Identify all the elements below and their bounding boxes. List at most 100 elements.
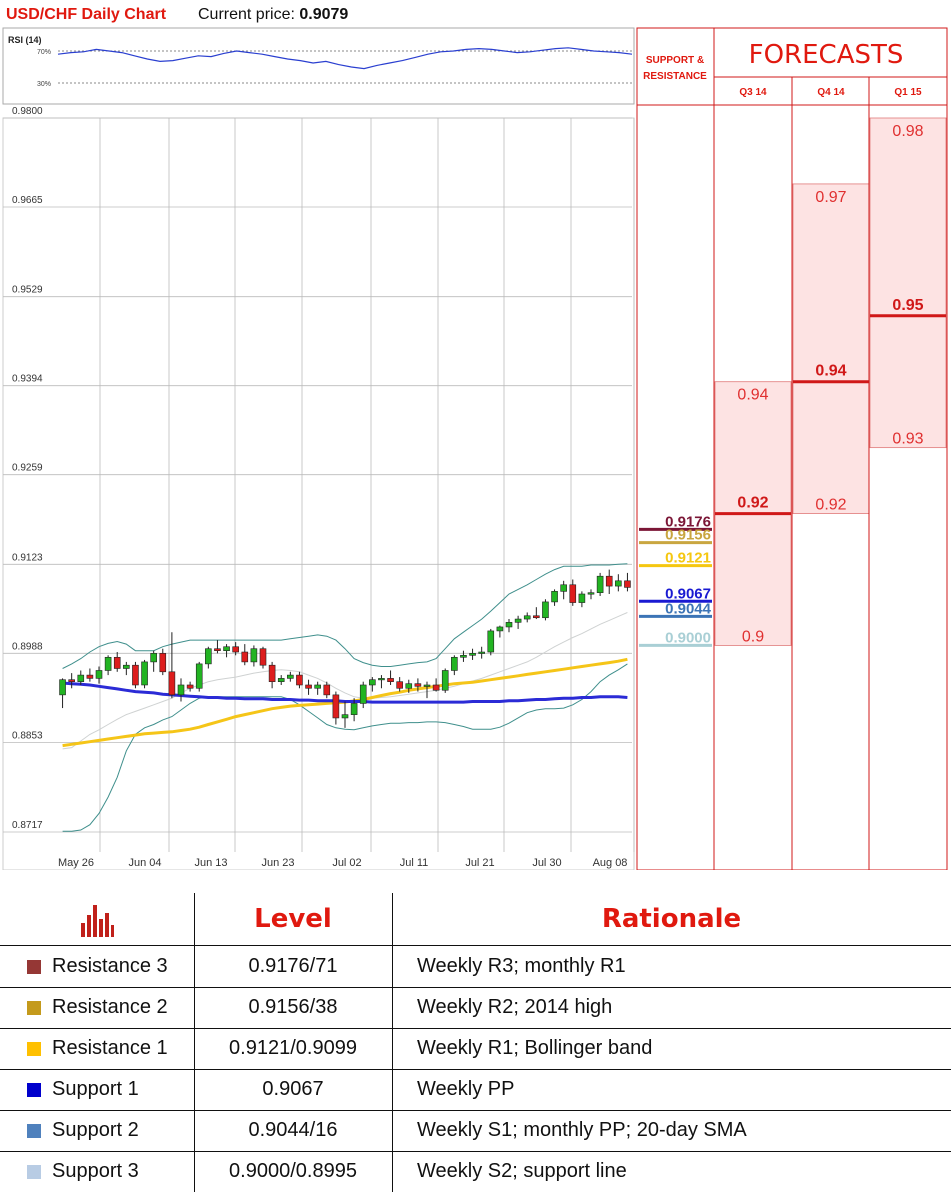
candle-body	[150, 653, 157, 663]
table-row: Support 1 0.9067 Weekly PP	[0, 1069, 951, 1111]
sr-level-label: 0.9000	[665, 629, 711, 646]
candle-body	[551, 591, 558, 603]
candle-body	[177, 684, 185, 696]
candle-body	[615, 580, 622, 587]
chart-bars-icon	[0, 893, 194, 945]
x-axis-labels: May 26 Jun 04 Jun 13 Jun 23 Jul 02 Jul 11 Jul …	[58, 857, 627, 869]
x-tick-label: Jul 02	[332, 857, 361, 869]
y-tick-label: 0.9665	[12, 195, 43, 206]
forecast-median-label: 0.92	[737, 495, 768, 512]
forecast-high-label: 0.98	[892, 123, 923, 140]
bollinger-middle	[62, 612, 628, 750]
y-tick-label: 0.9394	[12, 374, 43, 385]
candle-body	[478, 651, 485, 654]
level-value: 0.9044/16	[248, 1119, 338, 1141]
table-row: Support 2 0.9044/16 Weekly S1; monthly P…	[0, 1110, 951, 1152]
candle-body	[132, 664, 139, 686]
candle-body	[414, 683, 422, 687]
table-header-divider	[0, 945, 951, 946]
table-row: Resistance 2 0.9156/38 Weekly R2; 2014 h…	[0, 987, 951, 1029]
level-color-swatch	[27, 1042, 41, 1056]
candle-body	[423, 684, 431, 687]
candle-body	[332, 694, 340, 719]
y-tick-label: 0.8988	[12, 641, 43, 652]
forecast-low-label: 0.92	[815, 497, 846, 514]
candle-body	[141, 661, 148, 686]
forecast-median-label: 0.94	[815, 363, 846, 380]
level-color-swatch	[27, 1001, 41, 1015]
candle-body	[605, 575, 613, 587]
candle-body	[487, 630, 495, 653]
candle-body	[341, 714, 349, 719]
candle-body	[287, 674, 294, 679]
y-tick-label: 0.9123	[12, 552, 43, 563]
candle-body	[451, 656, 458, 671]
level-rationale: Weekly R1; Bollinger band	[417, 1037, 653, 1059]
table-row: Support 3 0.9000/0.8995 Weekly S2; suppo…	[0, 1151, 951, 1192]
candle-body	[68, 679, 75, 682]
table-row: Resistance 3 0.9176/71 Weekly R3; monthl…	[0, 946, 951, 988]
forecast-high-label: 0.97	[815, 189, 846, 206]
level-rationale: Weekly R2; 2014 high	[417, 996, 613, 1018]
candle-body	[441, 670, 449, 691]
candle-body	[314, 684, 321, 689]
level-value: 0.9156/38	[248, 996, 338, 1018]
price-chart-area	[2, 117, 635, 870]
forecast-quarter-label: Q4 14	[817, 87, 845, 98]
rsi-line	[57, 47, 633, 70]
candle-body	[59, 679, 66, 696]
sr-header-line2: RESISTANCE	[643, 71, 707, 82]
sr-level-label: 0.9176	[665, 513, 711, 530]
forecast-quarter-label: Q3 14	[739, 87, 767, 98]
level-name: Support 1	[52, 1078, 139, 1100]
forecast-range-box	[792, 183, 870, 514]
x-tick-label: Aug 08	[593, 857, 628, 869]
candle-body	[104, 656, 112, 671]
level-rationale: Weekly R3; monthly R1	[417, 955, 626, 977]
candle-body	[514, 618, 522, 623]
current-price: Current price: 0.9079	[198, 6, 348, 23]
candle-body	[86, 674, 94, 679]
forecast-high-label: 0.94	[737, 387, 768, 404]
candle-body	[578, 593, 586, 603]
candle-body	[168, 671, 176, 696]
y-axis-labels: 0.9800 0.9665 0.9529 0.9394 0.9259 0.9123 0.89…	[12, 106, 43, 831]
level-value: 0.9121/0.9099	[229, 1037, 357, 1059]
forecast-low-label: 0.93	[892, 431, 923, 448]
candle-body	[113, 656, 121, 669]
level-name: Resistance 2	[52, 996, 168, 1018]
level-rationale: Weekly S1; monthly PP; 20-day SMA	[417, 1119, 747, 1141]
candle-body	[505, 622, 513, 628]
level-rationale: Weekly PP	[417, 1078, 515, 1100]
candle-body	[378, 678, 385, 681]
level-color-swatch	[27, 1165, 41, 1179]
candle-body	[214, 648, 221, 651]
candle-body	[587, 592, 595, 595]
candle-body	[195, 663, 203, 689]
level-name: Resistance 3	[52, 955, 168, 977]
candle-body	[77, 674, 85, 682]
sr-level-label: 0.9044	[665, 600, 712, 617]
candle-body	[396, 681, 403, 689]
candle-body	[369, 679, 376, 686]
candle-body	[359, 684, 367, 704]
sr-level-label: 0.9121	[665, 550, 711, 567]
table-divider-2	[392, 893, 393, 1192]
sr-level-label: 0.9067	[665, 585, 711, 602]
candle-body	[569, 584, 577, 603]
level-name: Support 2	[52, 1119, 139, 1141]
candles	[59, 569, 631, 728]
candle-body	[624, 580, 631, 588]
candle-body	[387, 678, 394, 682]
x-tick-label: Jun 04	[128, 857, 161, 869]
table-row: Resistance 1 0.9121/0.9099 Weekly R1; Bo…	[0, 1028, 951, 1070]
level-rationale: Weekly S2; support line	[417, 1160, 627, 1182]
y-tick-label: 0.8717	[12, 820, 43, 831]
sr-level-label: 0.9156	[665, 527, 711, 544]
y-tick-label: 0.9259	[12, 463, 43, 474]
level-value: 0.9000/0.8995	[229, 1160, 357, 1182]
bollinger-lower	[62, 663, 628, 832]
forecasts-title: FORECASTS	[749, 40, 904, 70]
candle-body	[241, 651, 249, 663]
